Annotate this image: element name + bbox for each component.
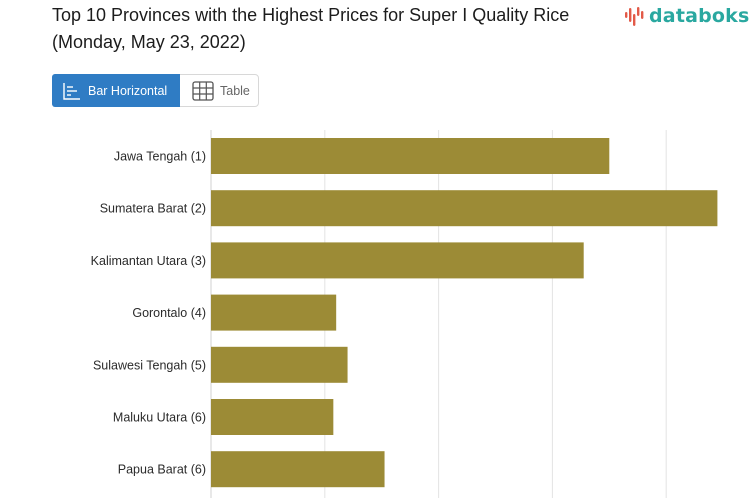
view-toggle: Bar Horizontal Table xyxy=(52,74,259,107)
databoks-logo-text: databoks xyxy=(649,5,750,27)
bar[interactable] xyxy=(211,294,337,331)
category-label: Maluku Utara (6) xyxy=(113,411,206,425)
bar-horizontal-button[interactable]: Bar Horizontal xyxy=(52,74,180,107)
bar-horizontal-label: Bar Horizontal xyxy=(88,83,168,98)
bar-horizontal-icon xyxy=(63,82,80,100)
gridlines xyxy=(324,130,667,498)
databoks-logo: databoks xyxy=(624,4,750,28)
bar[interactable] xyxy=(211,138,610,174)
category-label: Sumatera Barat (2) xyxy=(100,202,206,216)
category-label: Gorontalo (4) xyxy=(132,306,206,320)
bar[interactable] xyxy=(211,399,334,435)
databoks-logo-mark-icon xyxy=(625,7,644,26)
category-label: Jawa Tengah (1) xyxy=(114,150,206,164)
chart-title: Top 10 Provinces with the Highest Prices… xyxy=(52,5,570,52)
table-button[interactable]: Table xyxy=(180,75,250,106)
category-label: Kalimantan Utara (3) xyxy=(91,254,206,268)
bar[interactable] xyxy=(211,190,718,227)
bar[interactable] xyxy=(211,242,584,279)
table-icon xyxy=(192,80,214,101)
bar[interactable] xyxy=(211,451,385,488)
category-label: Papua Barat (6) xyxy=(118,463,206,477)
category-label: Sulawesi Tengah (5) xyxy=(93,358,206,372)
bar[interactable] xyxy=(211,346,348,383)
table-label: Table xyxy=(220,83,250,98)
